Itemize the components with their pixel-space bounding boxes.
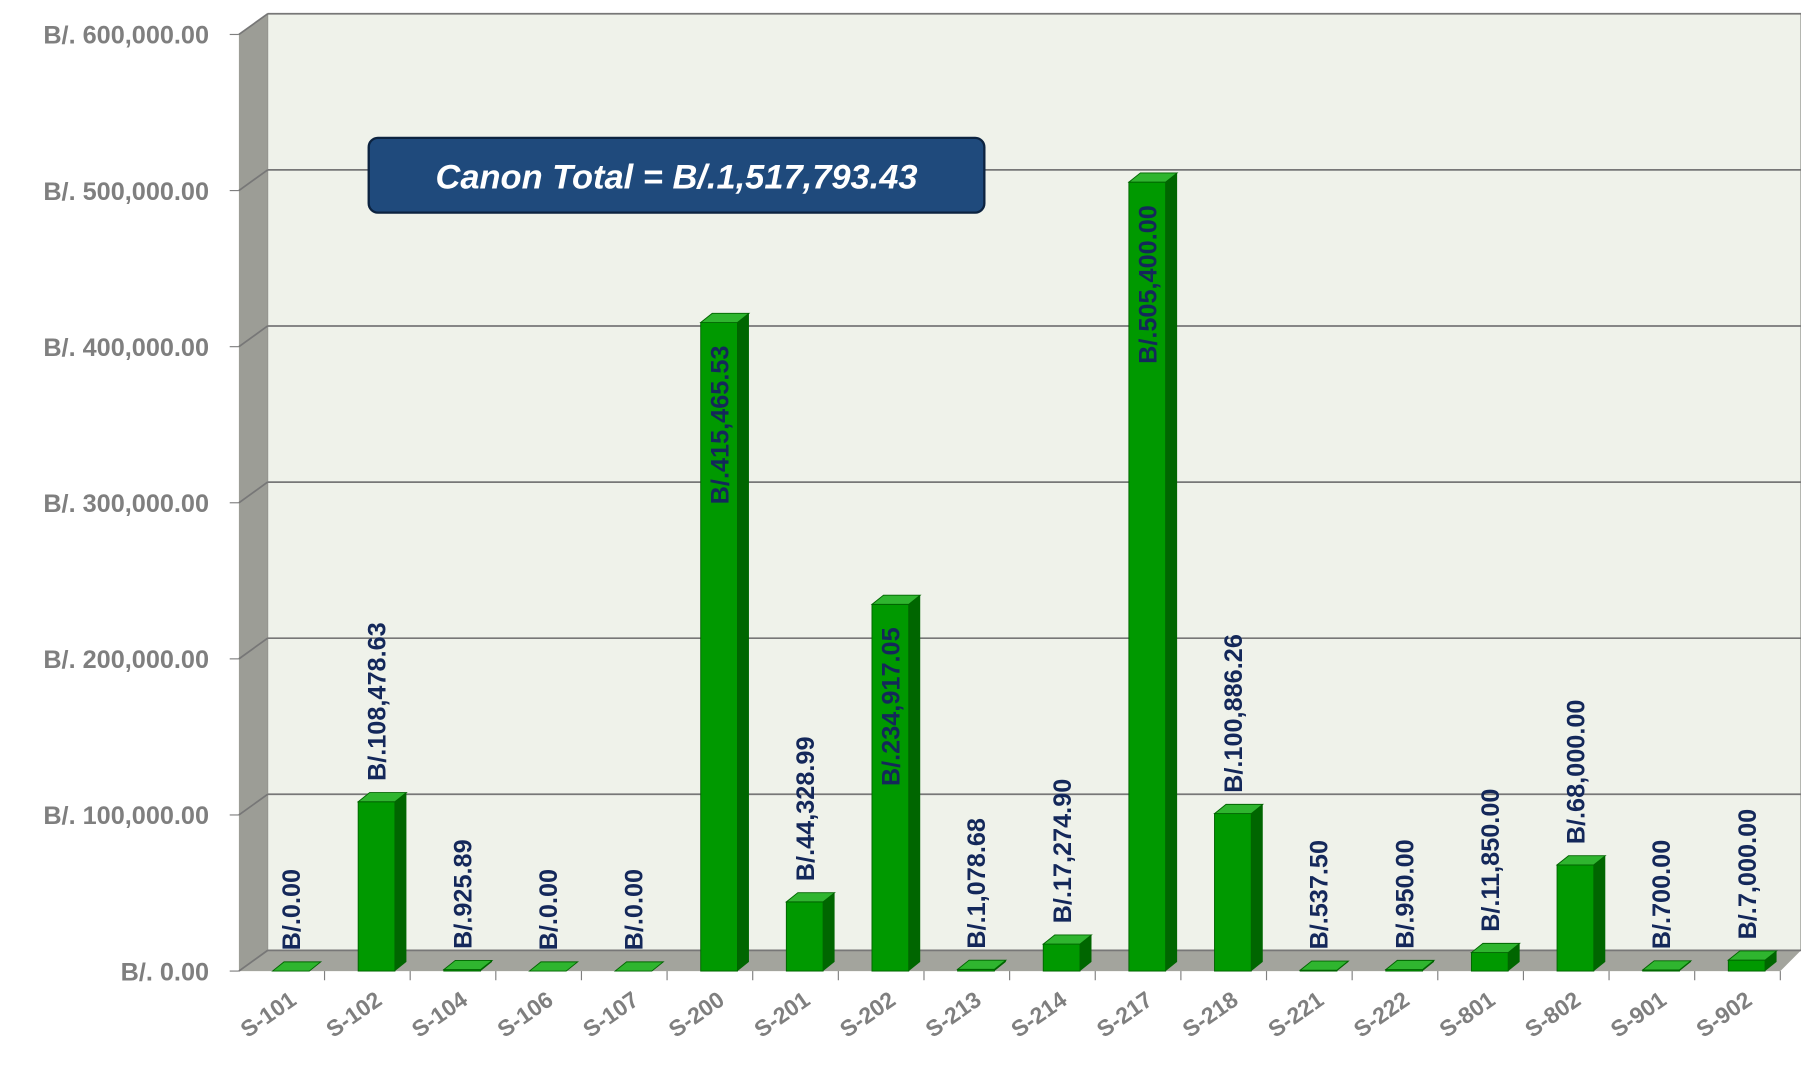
bar-top [870, 594, 922, 605]
bar-side [394, 792, 407, 972]
bar-side [1251, 804, 1263, 972]
bar-front [1556, 864, 1595, 972]
bar-top [528, 961, 579, 972]
bar-top [1384, 959, 1436, 971]
value-label: B/.234,917.05 [878, 627, 906, 786]
value-label: B/.44,328.99 [792, 736, 820, 881]
value-label: B/.68,000.00 [1563, 700, 1591, 845]
grid-line [238, 325, 269, 348]
value-label: B/.925.89 [449, 839, 477, 949]
value-label: B/.700.00 [1648, 840, 1676, 950]
x-tick-label: S-217 [1092, 986, 1157, 1042]
grid-line [238, 169, 269, 192]
value-label: B/.11,850.00 [1477, 789, 1505, 932]
value-label: B/.100,886.26 [1220, 634, 1248, 793]
grid-line [238, 13, 269, 36]
bar-top [699, 312, 751, 323]
bar-side [1765, 950, 1777, 972]
y-tick-label: B/. 400,000.00 [43, 334, 209, 362]
x-tick-label: S-221 [1263, 986, 1328, 1043]
bar-top [1298, 960, 1350, 971]
value-label: B/.505,400.00 [1134, 205, 1162, 364]
grid-line [238, 481, 269, 504]
bar-top [1127, 172, 1179, 183]
x-tick-label: S-902 [1691, 986, 1756, 1042]
value-label: B/.0.00 [621, 869, 649, 950]
bar-side [823, 892, 835, 972]
y-tick-label: B/. 0.00 [121, 958, 209, 986]
bar-front [1470, 952, 1509, 972]
x-tick-label: S-106 [492, 986, 557, 1042]
grid-line [238, 637, 269, 660]
bar-front [357, 801, 396, 972]
bar-top [356, 792, 408, 803]
bar-side [737, 313, 749, 972]
bar-side [908, 595, 921, 972]
bar-top [613, 961, 665, 972]
bar-front [700, 322, 738, 972]
grid-line [238, 793, 269, 816]
bar-top [1213, 803, 1265, 815]
bar-top [956, 959, 1008, 970]
bar-side [1080, 934, 1092, 972]
x-tick-label: S-222 [1349, 986, 1414, 1042]
bar-front [1042, 943, 1081, 972]
bar-front [1214, 813, 1252, 972]
value-label: B/.17,274.90 [1049, 779, 1077, 924]
bar-top [1041, 934, 1093, 945]
y-tick-label: B/. 300,000.00 [43, 490, 209, 518]
value-label: B/.1,078.68 [963, 818, 991, 949]
value-label: B/.415,465.53 [706, 346, 734, 505]
value-label: B/.950.00 [1391, 839, 1419, 949]
bar-front [785, 901, 824, 972]
value-label: B/.537.50 [1306, 840, 1334, 950]
bar-top [271, 961, 323, 972]
x-tick-label: S-901 [1606, 986, 1671, 1043]
x-tick-label: S-214 [1006, 986, 1071, 1043]
bar-front [1128, 181, 1167, 972]
x-tick-label: S-202 [835, 986, 900, 1042]
value-label: B/.0.00 [535, 869, 563, 950]
x-tick-label: S-218 [1178, 986, 1243, 1043]
bar-top [1555, 855, 1607, 866]
x-tick-label: S-200 [664, 986, 729, 1042]
value-label: B/.7,000.00 [1734, 809, 1762, 940]
bar-side [1593, 855, 1606, 972]
grid-line [238, 949, 269, 972]
bar-top [1641, 960, 1693, 971]
y-tick-label: B/. 200,000.00 [43, 646, 209, 674]
x-tick-label: S-107 [578, 986, 643, 1042]
value-label: B/.108,478.63 [364, 622, 392, 781]
bar-top [1727, 950, 1778, 961]
x-tick-label: S-101 [236, 986, 301, 1043]
bar-front [1727, 959, 1766, 972]
x-tick-label: S-201 [749, 986, 814, 1043]
bar-top [785, 892, 836, 903]
annotation-box [367, 136, 986, 214]
bar-top [442, 959, 494, 971]
value-label: B/.0.00 [278, 869, 306, 950]
bar-side [1165, 172, 1178, 972]
y-tick-label: B/. 500,000.00 [43, 178, 209, 206]
y-tick-label: B/. 100,000.00 [43, 802, 209, 830]
annotation: Canon Total = B/.1,517,793.43 [435, 158, 917, 196]
x-tick-label: S-104 [407, 986, 472, 1043]
y-tick-label: B/. 600,000.00 [43, 22, 209, 50]
x-tick-label: S-102 [321, 986, 386, 1042]
bar-top [1470, 942, 1521, 954]
x-tick-label: S-802 [1520, 986, 1585, 1042]
x-tick-label: S-213 [921, 986, 986, 1042]
x-tick-label: S-801 [1434, 986, 1499, 1043]
